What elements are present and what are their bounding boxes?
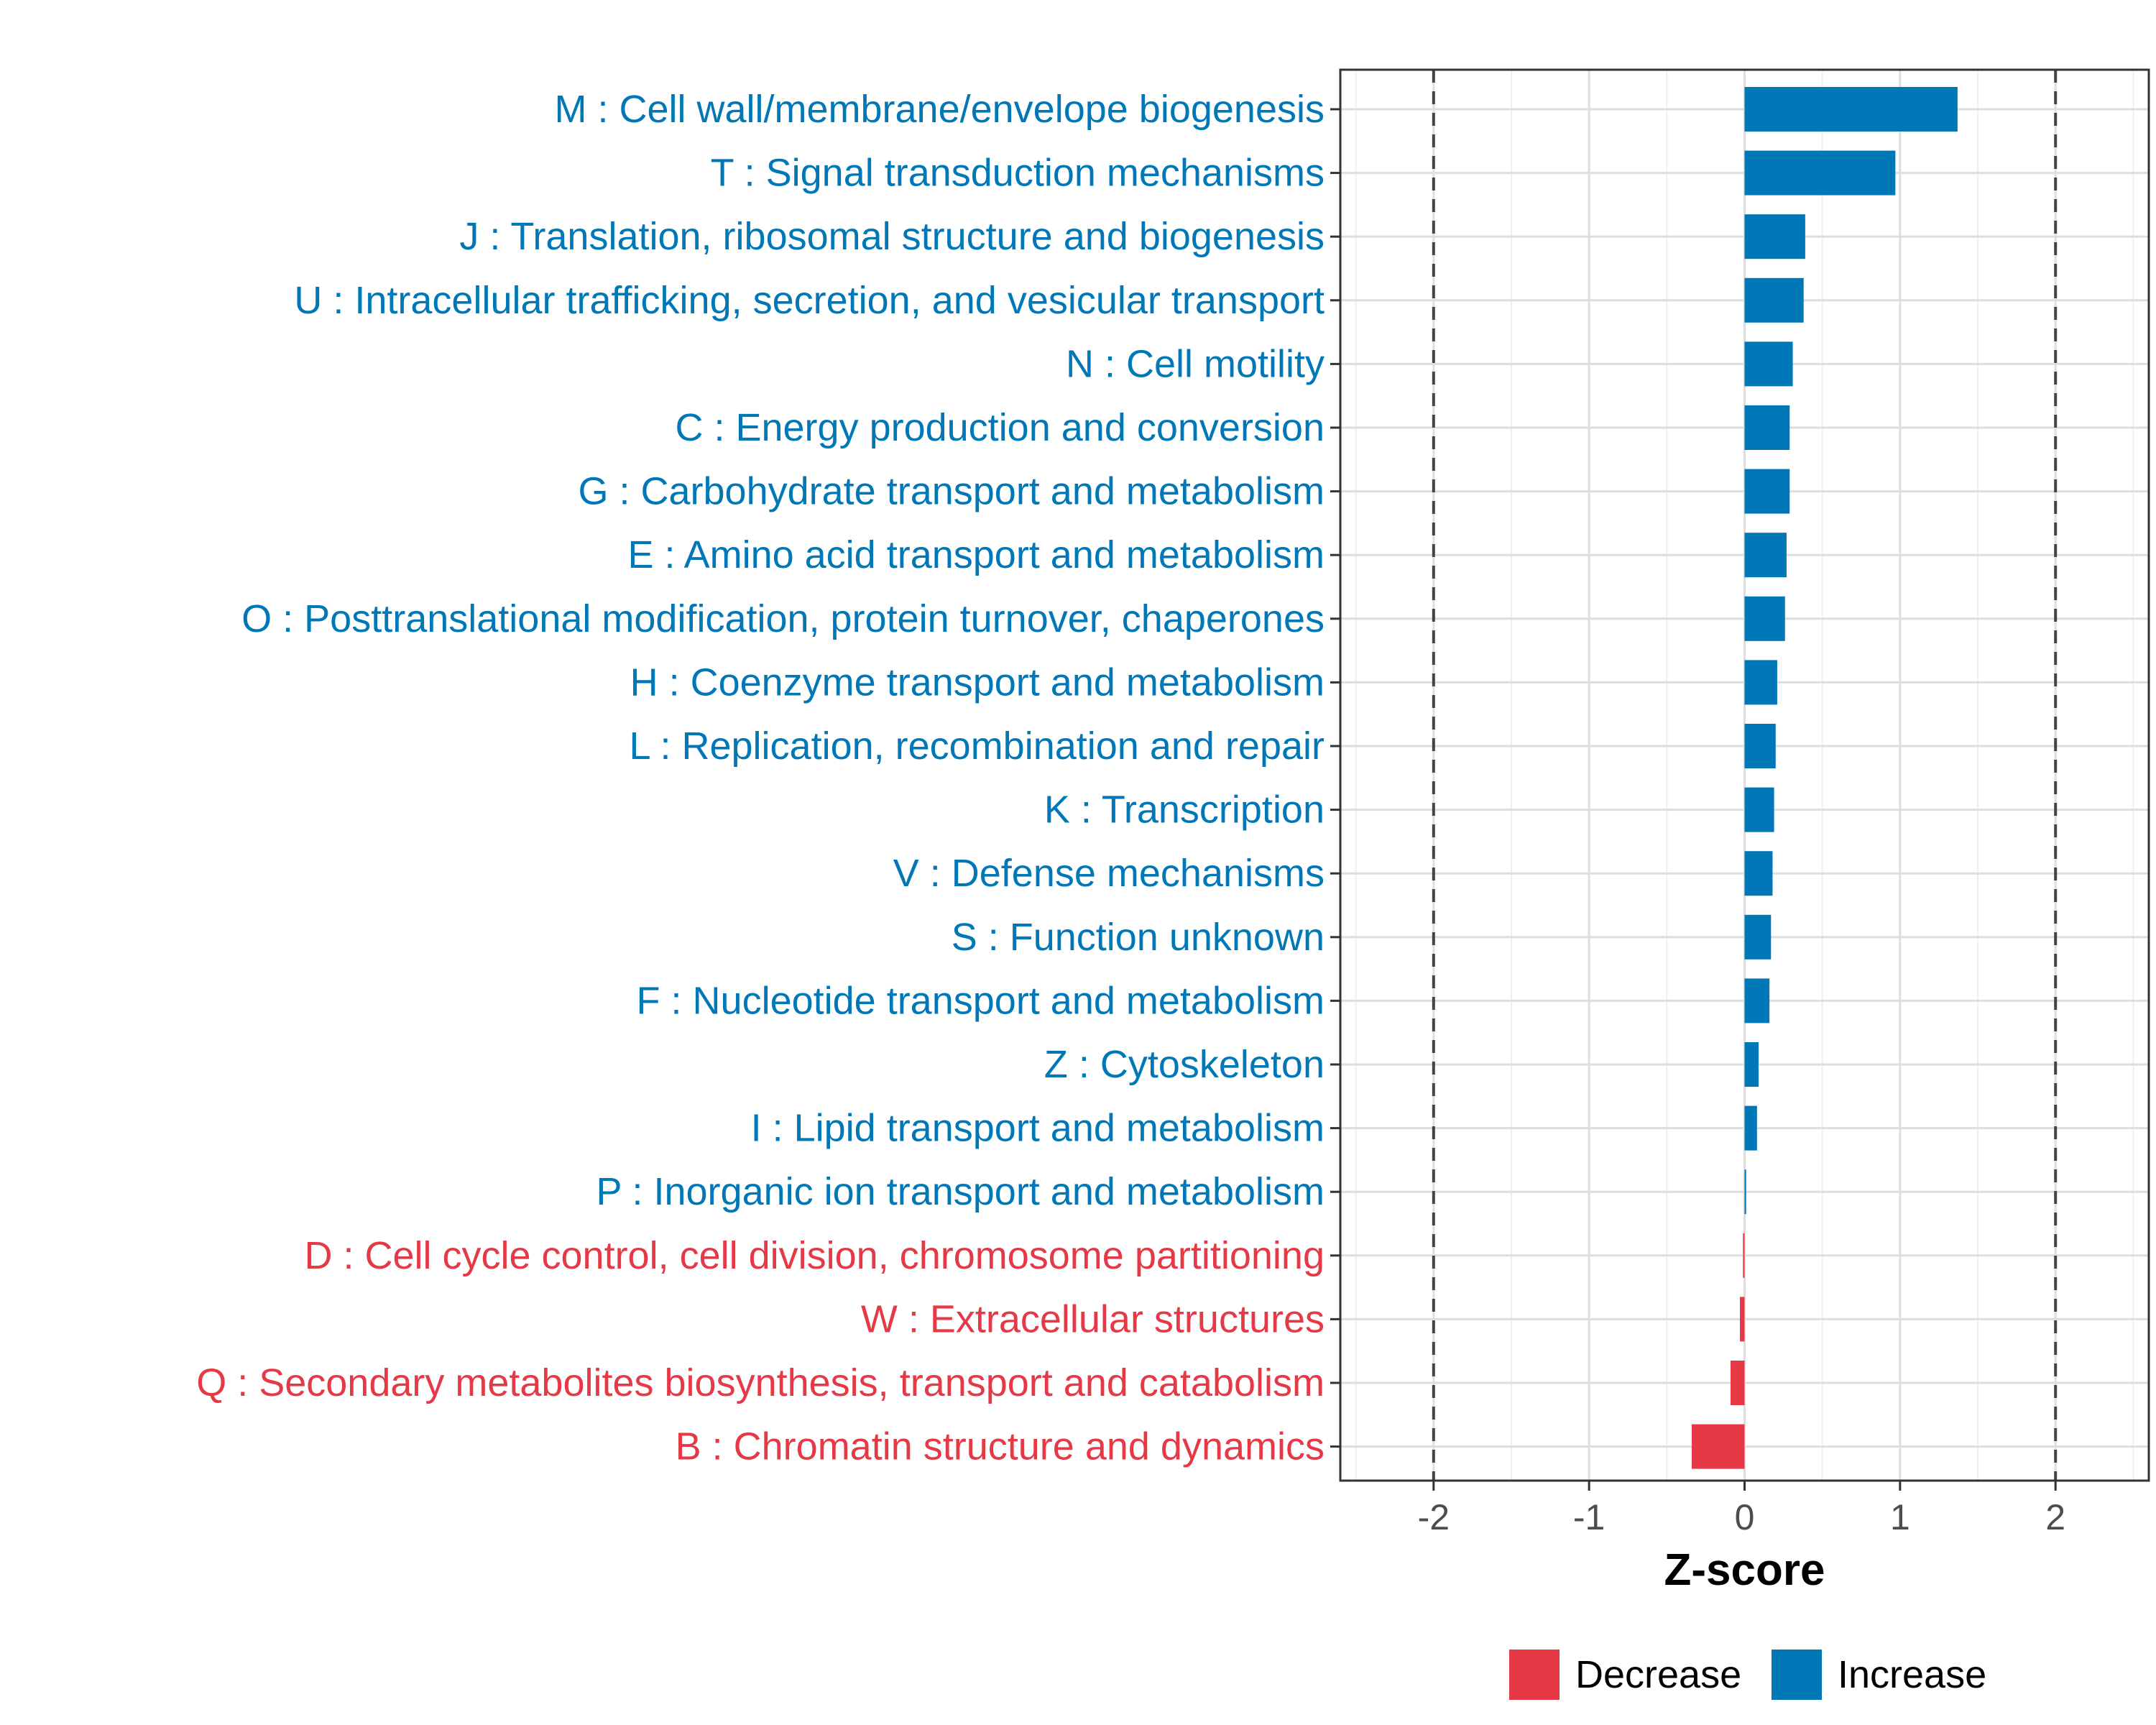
bar <box>1744 277 1804 323</box>
bar <box>1744 1042 1759 1087</box>
x-tick-label: 2 <box>2045 1497 2065 1537</box>
bar <box>1744 851 1773 896</box>
x-axis-title: Z-score <box>1664 1545 1825 1595</box>
category-label: P : Inorganic ion transport and metaboli… <box>596 1170 1325 1213</box>
legend-key <box>1772 1650 1822 1700</box>
category-label: V : Defense mechanisms <box>893 852 1325 895</box>
category-label: W : Extracellular structures <box>861 1297 1325 1340</box>
category-label: J : Translation, ribosomal structure and… <box>459 215 1325 258</box>
category-label: O : Posttranslational modification, prot… <box>241 597 1325 640</box>
category-label: B : Chromatin structure and dynamics <box>676 1425 1325 1468</box>
bar <box>1744 150 1896 196</box>
category-label: S : Function unknown <box>952 916 1325 959</box>
category-label: H : Coenzyme transport and metabolism <box>630 661 1325 704</box>
bar <box>1731 1361 1745 1405</box>
bar <box>1744 724 1776 768</box>
bar <box>1744 533 1787 578</box>
category-label: U : Intracellular trafficking, secretion… <box>294 279 1325 322</box>
category-label: I : Lipid transport and metabolism <box>751 1107 1325 1150</box>
bar <box>1744 87 1958 132</box>
x-tick-label: 0 <box>1735 1497 1755 1537</box>
bar <box>1744 1105 1757 1151</box>
category-label: K : Transcription <box>1044 788 1325 832</box>
legend: Decrease Increase <box>1509 1650 1986 1700</box>
bar <box>1744 341 1793 387</box>
category-label: E : Amino acid transport and metabolism <box>628 533 1325 576</box>
category-label: N : Cell motility <box>1066 342 1325 385</box>
bar <box>1744 214 1805 259</box>
reference-lines <box>1432 70 2058 1481</box>
bar <box>1744 978 1770 1024</box>
legend-label: Decrease <box>1575 1653 1741 1696</box>
legend-label: Increase <box>1838 1653 1986 1696</box>
x-tick-label: -2 <box>1418 1497 1450 1537</box>
bar <box>1744 405 1790 450</box>
x-axis-ticks: -2 -1 0 1 2 <box>1418 1481 2065 1537</box>
category-label: F : Nucleotide transport and metabolism <box>637 979 1325 1022</box>
bars <box>1691 87 1958 1469</box>
category-label: D : Cell cycle control, cell division, c… <box>304 1234 1325 1277</box>
legend-key <box>1509 1650 1560 1700</box>
y-axis-ticks <box>1330 108 1340 1448</box>
category-label: Z : Cytoskeleton <box>1044 1043 1325 1086</box>
category-label: L : Replication, recombination and repai… <box>629 724 1325 768</box>
category-label: G : Carbohydrate transport and metabolis… <box>579 470 1325 513</box>
bar <box>1744 1169 1746 1215</box>
bar <box>1744 787 1774 832</box>
category-label: M : Cell wall/membrane/envelope biogenes… <box>554 88 1325 131</box>
category-labels: M : Cell wall/membrane/envelope biogenes… <box>196 88 1325 1468</box>
bar <box>1743 1233 1745 1278</box>
category-label: T : Signal transduction mechanisms <box>711 152 1325 195</box>
x-tick-label: -1 <box>1573 1497 1605 1537</box>
bar <box>1744 469 1790 514</box>
bar <box>1744 660 1777 705</box>
bar <box>1691 1424 1745 1469</box>
category-label: Q : Secondary metabolites biosynthesis, … <box>196 1361 1325 1404</box>
bar <box>1744 914 1772 960</box>
category-label: C : Energy production and conversion <box>675 406 1325 449</box>
bar <box>1740 1297 1745 1342</box>
bar <box>1744 596 1785 641</box>
x-tick-label: 1 <box>1890 1497 1910 1537</box>
